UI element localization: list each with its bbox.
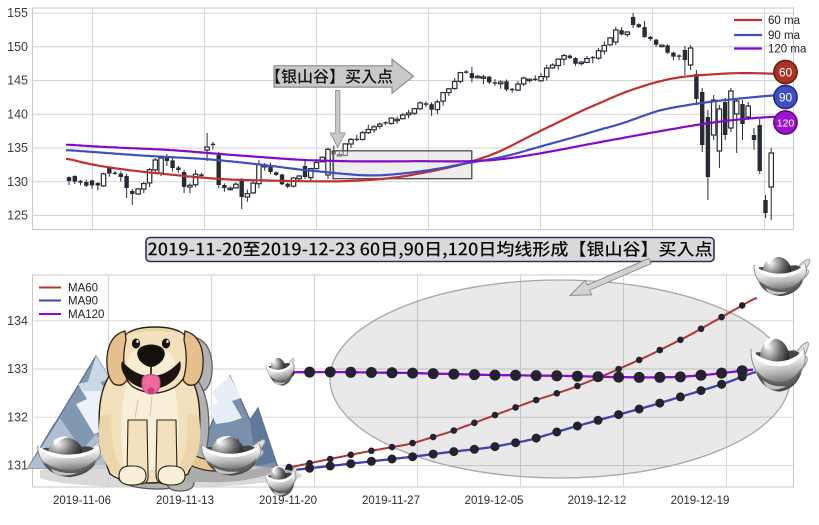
svg-text:145: 145 bbox=[7, 74, 28, 88]
svg-text:MA60: MA60 bbox=[68, 283, 98, 295]
svg-text:155: 155 bbox=[7, 6, 28, 20]
svg-text:60: 60 bbox=[779, 65, 793, 79]
svg-text:120 ma: 120 ma bbox=[768, 44, 807, 56]
svg-text:132: 132 bbox=[7, 410, 28, 424]
svg-text:2019-11-20: 2019-11-20 bbox=[259, 495, 317, 507]
svg-text:2019-11-13: 2019-11-13 bbox=[156, 495, 214, 507]
svg-text:133: 133 bbox=[7, 362, 28, 376]
svg-text:2019-12-12: 2019-12-12 bbox=[568, 495, 627, 507]
svg-text:134: 134 bbox=[7, 314, 28, 328]
svg-text:2019-12-05: 2019-12-05 bbox=[465, 495, 524, 507]
svg-text:90: 90 bbox=[779, 90, 793, 104]
svg-text:MA120: MA120 bbox=[68, 309, 104, 321]
svg-text:130: 130 bbox=[7, 175, 28, 189]
svg-text:60 ma: 60 ma bbox=[768, 15, 801, 27]
svg-text:2019-11-06: 2019-11-06 bbox=[53, 495, 111, 507]
svg-text:2019-11-27: 2019-11-27 bbox=[362, 495, 420, 507]
svg-text:MA90: MA90 bbox=[68, 296, 98, 308]
svg-text:150: 150 bbox=[7, 40, 28, 54]
svg-text:90 ma: 90 ma bbox=[768, 30, 801, 42]
svg-text:2019-12-19: 2019-12-19 bbox=[671, 495, 730, 507]
svg-text:131: 131 bbox=[7, 459, 28, 473]
svg-text:135: 135 bbox=[7, 141, 28, 155]
svg-text:125: 125 bbox=[7, 209, 28, 223]
svg-text:120: 120 bbox=[777, 117, 795, 129]
svg-text:140: 140 bbox=[7, 107, 28, 121]
